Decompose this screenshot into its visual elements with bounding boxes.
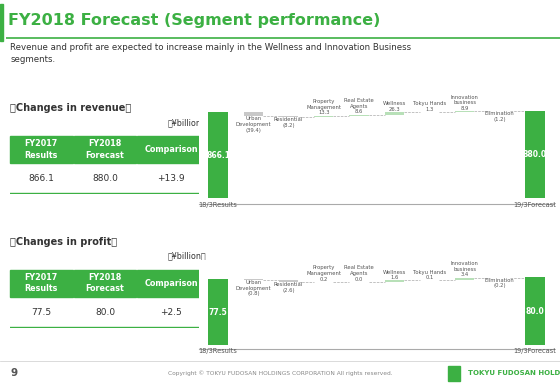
Text: Tokyu Hands
0.1: Tokyu Hands 0.1 xyxy=(413,270,446,280)
Text: 9: 9 xyxy=(10,369,17,378)
Bar xyxy=(385,281,404,282)
Text: Elimination
(0.2): Elimination (0.2) xyxy=(485,278,515,288)
Text: 〈Changes in profit〉: 〈Changes in profit〉 xyxy=(10,237,117,247)
Text: 77.5: 77.5 xyxy=(209,308,227,317)
Text: 〈Changes in revenue〉: 〈Changes in revenue〉 xyxy=(10,103,132,113)
Text: Revenue and profit are expected to increase mainly in the Wellness and Innovatio: Revenue and profit are expected to incre… xyxy=(10,43,411,64)
Text: 18/3Results: 18/3Results xyxy=(199,348,237,354)
Text: 18/3Results: 18/3Results xyxy=(199,202,237,208)
Text: Wellness
26.3: Wellness 26.3 xyxy=(382,101,406,112)
Bar xyxy=(74,136,136,163)
Text: （¥billion）: （¥billion） xyxy=(167,252,206,261)
Bar xyxy=(10,165,73,192)
Bar xyxy=(10,299,73,326)
Text: +2.5: +2.5 xyxy=(160,308,182,317)
Text: Innovation
business
8.9: Innovation business 8.9 xyxy=(451,95,479,111)
Bar xyxy=(525,277,545,345)
Text: Innovation
business
3.4: Innovation business 3.4 xyxy=(451,261,479,277)
Bar xyxy=(314,116,333,117)
Text: 866.1: 866.1 xyxy=(29,174,54,183)
Bar xyxy=(137,299,205,326)
Text: TOKYU FUDOSAN HOLDINGS: TOKYU FUDOSAN HOLDINGS xyxy=(468,371,560,376)
Bar xyxy=(74,299,136,326)
Text: 19/3Forecast: 19/3Forecast xyxy=(514,202,557,208)
Bar xyxy=(349,115,368,116)
Text: FY2017
Results: FY2017 Results xyxy=(25,139,58,159)
Text: 80.0: 80.0 xyxy=(526,307,544,315)
Bar xyxy=(244,279,263,280)
Text: （¥billion）: （¥billion） xyxy=(167,118,206,127)
Bar xyxy=(385,112,404,115)
Bar xyxy=(525,111,545,198)
Bar xyxy=(137,270,205,296)
Text: Elimination
(1.2): Elimination (1.2) xyxy=(485,111,515,122)
Text: Urban
Development
(39.4): Urban Development (39.4) xyxy=(236,116,271,133)
Text: Comparison: Comparison xyxy=(144,145,198,154)
Text: Residential
(8.2): Residential (8.2) xyxy=(274,117,303,128)
Bar xyxy=(74,165,136,192)
Bar xyxy=(10,270,73,296)
Text: FY2018
Forecast: FY2018 Forecast xyxy=(86,139,124,159)
Text: Copyright © TOKYU FUDOSAN HOLDINGS CORPORATION All rights reserved.: Copyright © TOKYU FUDOSAN HOLDINGS CORPO… xyxy=(167,371,393,376)
Bar xyxy=(10,136,73,163)
Bar xyxy=(455,111,474,112)
Bar xyxy=(208,279,228,345)
Text: 19/3Forecast: 19/3Forecast xyxy=(514,348,557,354)
Text: Tokyu Hands
1.3: Tokyu Hands 1.3 xyxy=(413,101,446,112)
Text: Urban
Development
(0.8): Urban Development (0.8) xyxy=(236,280,271,296)
Text: Residential
(2.6): Residential (2.6) xyxy=(274,282,303,293)
Text: FY2018
Forecast: FY2018 Forecast xyxy=(86,273,124,293)
Text: Real Estate
Agents
8.6: Real Estate Agents 8.6 xyxy=(344,98,374,114)
Bar xyxy=(244,112,263,116)
Bar xyxy=(74,270,136,296)
Bar xyxy=(208,112,228,198)
Bar xyxy=(137,136,205,163)
Bar xyxy=(279,280,298,282)
Bar xyxy=(455,277,474,281)
Bar xyxy=(279,116,298,117)
Text: FY2017
Results: FY2017 Results xyxy=(25,273,58,293)
Bar xyxy=(137,165,205,192)
Text: FY2018 Forecast (Segment performance): FY2018 Forecast (Segment performance) xyxy=(8,13,381,28)
Bar xyxy=(448,366,460,381)
Text: 866.1: 866.1 xyxy=(206,151,230,160)
Text: Property
Management
0.2: Property Management 0.2 xyxy=(306,265,341,282)
Text: Wellness
1.6: Wellness 1.6 xyxy=(382,270,406,280)
Text: 880.0: 880.0 xyxy=(92,174,118,183)
Text: 77.5: 77.5 xyxy=(31,308,52,317)
Text: 80.0: 80.0 xyxy=(95,308,115,317)
Text: Comparison: Comparison xyxy=(144,279,198,288)
Text: Real Estate
Agents
0.0: Real Estate Agents 0.0 xyxy=(344,265,374,282)
Text: Property
Management
13.3: Property Management 13.3 xyxy=(306,99,341,115)
Text: +13.9: +13.9 xyxy=(157,174,185,183)
Text: 880.0: 880.0 xyxy=(523,150,547,159)
